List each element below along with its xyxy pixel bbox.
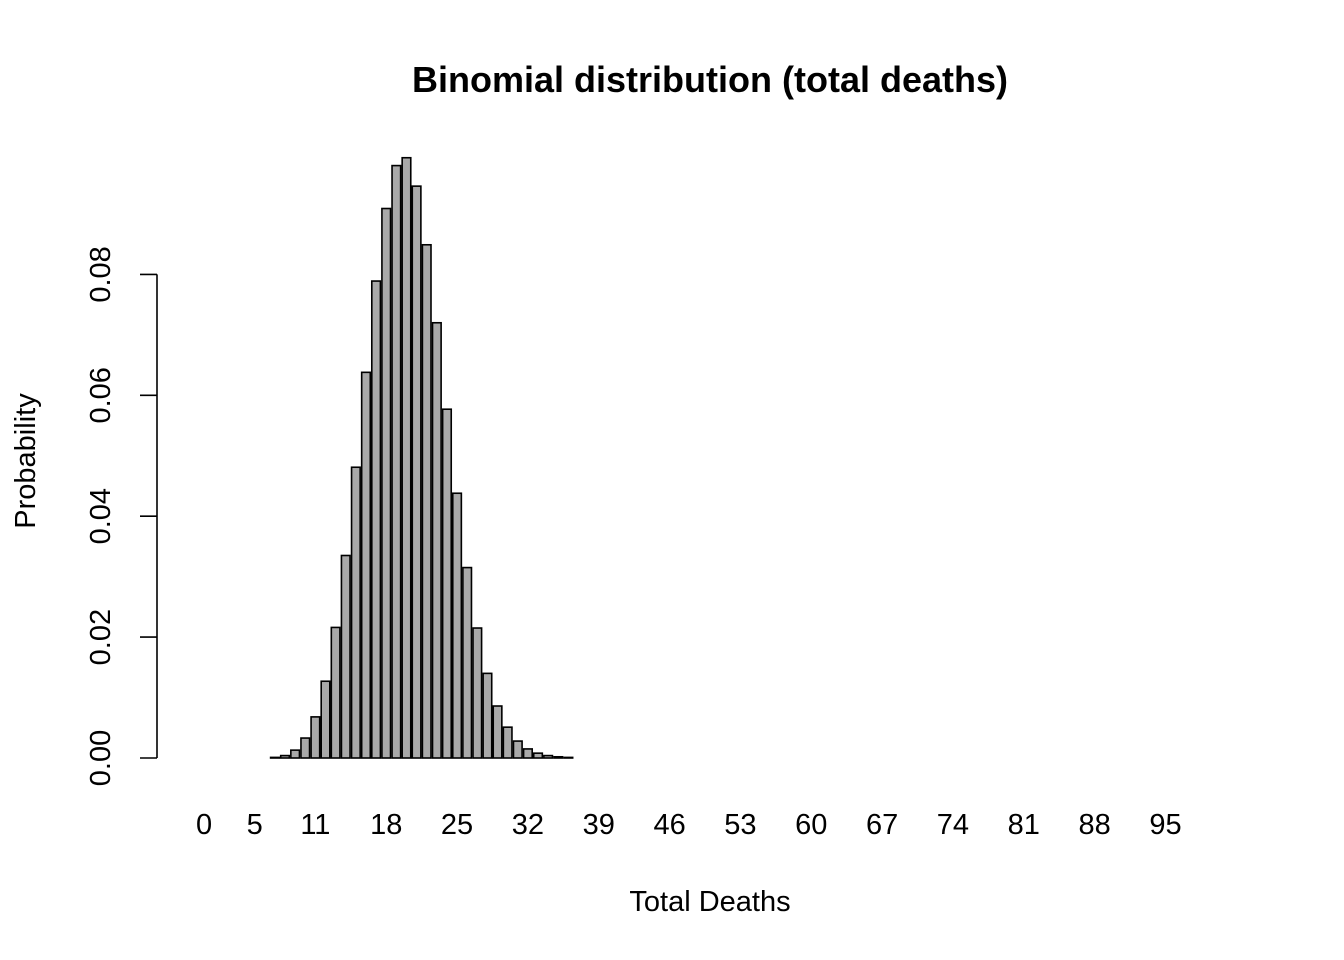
x-tick-label: 67 bbox=[866, 809, 898, 841]
y-axis-label: Probability bbox=[10, 393, 42, 529]
bar-13 bbox=[330, 626, 341, 759]
bar-24 bbox=[441, 408, 453, 759]
bar-31 bbox=[512, 740, 523, 759]
x-tick-label: 11 bbox=[300, 809, 330, 841]
bar-32 bbox=[522, 748, 533, 759]
x-tick-label: 88 bbox=[1078, 809, 1110, 841]
bar-21 bbox=[411, 185, 422, 759]
bar-14 bbox=[340, 554, 351, 759]
x-tick-label: 5 bbox=[247, 809, 263, 841]
x-tick-label: 32 bbox=[512, 809, 544, 841]
bar-23 bbox=[431, 321, 442, 759]
y-tick-label: 0.08 bbox=[85, 246, 117, 302]
x-tick-label: 25 bbox=[441, 809, 473, 841]
x-tick-label: 53 bbox=[724, 809, 756, 841]
x-tick-label: 39 bbox=[583, 809, 615, 841]
x-tick-label: 60 bbox=[795, 809, 827, 841]
y-tick-label: 0.00 bbox=[85, 730, 117, 786]
bars-group bbox=[269, 156, 574, 759]
x-axis-ticks: 0 5 11 18 25 32 39 46 53 60 67 74 81 88 95 bbox=[196, 809, 1182, 841]
bar-8 bbox=[279, 754, 291, 759]
x-tick-label: 46 bbox=[653, 809, 685, 841]
y-tick-label: 0.04 bbox=[85, 488, 117, 544]
y-axis: 0.00 0.02 0.04 0.06 0.08 bbox=[85, 246, 158, 786]
bar-34 bbox=[543, 754, 554, 759]
bar-11 bbox=[310, 716, 321, 759]
bar-16 bbox=[360, 371, 372, 759]
bar-35 bbox=[553, 755, 564, 759]
x-tick-label: 18 bbox=[370, 809, 402, 841]
bar-27 bbox=[472, 627, 483, 759]
bar-10 bbox=[300, 737, 311, 759]
x-tick-label: 95 bbox=[1149, 809, 1181, 841]
bar-17 bbox=[370, 280, 382, 759]
bar-15 bbox=[350, 466, 361, 759]
chart-title: Binomial distribution (total deaths) bbox=[412, 59, 1008, 100]
bar-22 bbox=[421, 243, 432, 759]
bar-25 bbox=[451, 492, 463, 759]
bar-12 bbox=[320, 680, 331, 759]
bar-28 bbox=[482, 672, 493, 759]
bar-36 bbox=[563, 756, 574, 759]
bar-18 bbox=[381, 207, 392, 759]
bar-19 bbox=[391, 164, 402, 759]
x-tick-label: 0 bbox=[196, 809, 212, 841]
y-tick-label: 0.02 bbox=[85, 609, 117, 665]
x-axis-label: Total Deaths bbox=[629, 886, 790, 918]
bar-26 bbox=[462, 566, 473, 759]
y-tick-label: 0.06 bbox=[85, 367, 117, 423]
x-tick-label: 74 bbox=[937, 809, 969, 841]
bar-7 bbox=[269, 756, 281, 759]
x-tick-label: 81 bbox=[1008, 809, 1040, 841]
bar-30 bbox=[502, 726, 513, 759]
bar-29 bbox=[492, 705, 503, 759]
bar-20 bbox=[401, 156, 412, 759]
bar-9 bbox=[290, 749, 301, 759]
bar-33 bbox=[532, 752, 544, 759]
